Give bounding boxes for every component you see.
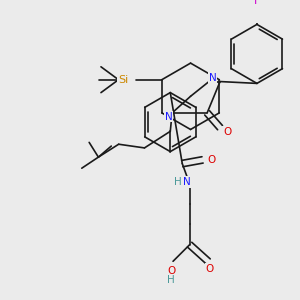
- Text: Si: Si: [118, 75, 128, 85]
- Text: O: O: [206, 264, 214, 274]
- Text: N: N: [165, 112, 172, 122]
- Text: N: N: [183, 177, 191, 187]
- Text: H: H: [174, 177, 182, 187]
- Text: F: F: [254, 0, 260, 6]
- Text: O: O: [223, 127, 232, 137]
- Text: H: H: [167, 275, 175, 285]
- Text: O: O: [208, 155, 216, 165]
- Text: O: O: [167, 266, 175, 275]
- Text: N: N: [209, 73, 217, 83]
